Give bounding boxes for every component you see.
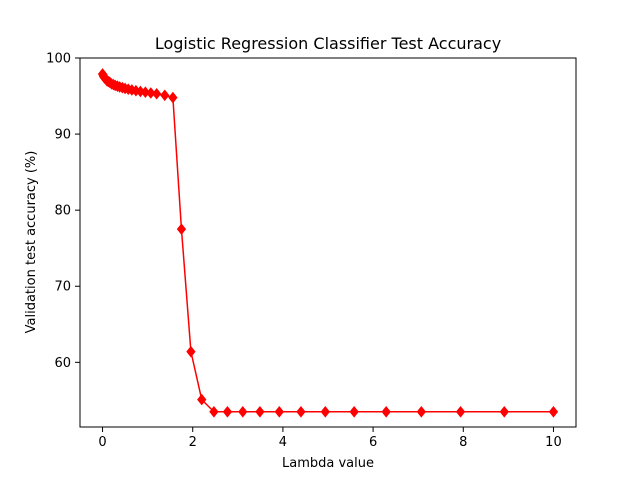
x-tick-label: 6 [369, 435, 377, 450]
y-tick-label: 70 [54, 280, 71, 295]
data-point-marker [152, 87, 162, 100]
data-point-marker [499, 405, 509, 418]
plot-area [80, 58, 576, 427]
x-tick-label: 10 [545, 435, 562, 450]
y-tick-label: 60 [54, 356, 71, 371]
x-axis-label: Lambda value [282, 456, 374, 471]
chart-title: Logistic Regression Classifier Test Accu… [155, 34, 501, 53]
data-point-marker [160, 89, 170, 102]
data-point-marker [455, 405, 466, 418]
data-point-marker [176, 223, 187, 235]
plot-frame [79, 57, 577, 428]
y-axis: 60 70 80 90 100 [46, 52, 80, 371]
x-tick-label: 2 [189, 435, 197, 450]
data-point-marker [255, 405, 265, 418]
data-point-marker [197, 393, 207, 406]
y-tick-label: 80 [54, 204, 71, 219]
data-point-marker [238, 405, 248, 418]
data-point-marker [146, 87, 156, 99]
data-point-marker [349, 405, 359, 418]
x-tick-label: 8 [459, 435, 467, 450]
data-point-marker [222, 405, 233, 418]
marker-layer [97, 68, 559, 418]
x-tick-label: 4 [279, 435, 287, 450]
data-point-marker [274, 405, 284, 418]
y-axis-label: Validation test accuracy (%) [24, 151, 39, 334]
data-point-marker [186, 345, 196, 358]
data-point-marker [381, 405, 391, 418]
y-tick-label: 100 [46, 52, 71, 67]
x-tick-label: 0 [98, 435, 106, 450]
data-point-marker [548, 405, 559, 418]
x-axis: 0 2 4 6 8 10 [98, 427, 562, 450]
data-point-marker [296, 405, 306, 418]
data-point-marker [140, 86, 151, 99]
data-point-marker [416, 405, 426, 418]
data-point-marker [320, 405, 330, 418]
data-point-marker [209, 405, 219, 418]
y-tick-label: 90 [54, 128, 71, 143]
data-point-marker [168, 91, 178, 104]
